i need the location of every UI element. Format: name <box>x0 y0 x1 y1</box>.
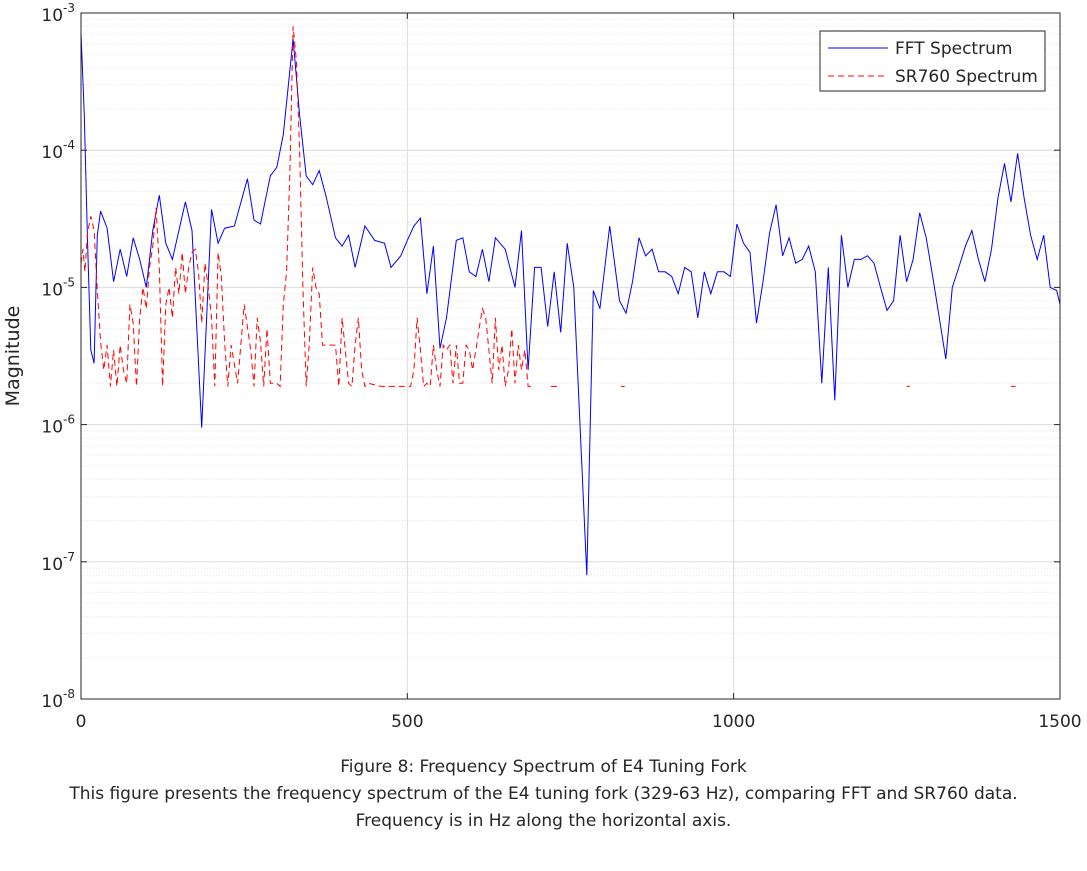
y-tick-label: 10-6 <box>41 413 75 438</box>
y-tick-label: 10-4 <box>41 138 75 163</box>
series-line-2 <box>80 26 532 388</box>
legend-label: SR760 Spectrum <box>895 67 1038 87</box>
legend-box <box>819 30 1046 92</box>
y-tick-label: 10-3 <box>41 1 75 26</box>
y-tick-label: 10-7 <box>41 550 75 575</box>
legend: FFT Spectrum SR760 Spectrum <box>819 30 1046 92</box>
y-axis-title: Magnitude <box>2 306 24 407</box>
major-gridlines <box>80 12 1061 700</box>
caption-title: Figure 8: Frequency Spectrum of E4 Tunin… <box>340 757 747 777</box>
spectrum-chart: 0 500 1000 1500 10-8 10-7 10-6 10-5 10-4 10-3 Ma… <box>2 1 1082 732</box>
caption-description: This figure presents the frequency spect… <box>69 784 1018 804</box>
series-line-1 <box>80 32 1061 576</box>
plot-lines <box>80 26 1061 576</box>
x-tick-labels: 0 500 1000 1500 <box>76 13 1082 732</box>
y-tick-label: 10-5 <box>41 275 75 300</box>
x-tick-label: 0 <box>76 712 87 732</box>
legend-label: FFT Spectrum <box>895 39 1012 59</box>
x-tick-label: 500 <box>391 712 423 732</box>
caption-axis-note: Frequency is in Hz along the horizontal … <box>355 811 732 831</box>
y-tick-label: 10-8 <box>41 687 75 712</box>
x-tick-label: 1000 <box>712 712 755 732</box>
y-tick-labels: 10-8 10-7 10-6 10-5 10-4 10-3 <box>41 1 1060 712</box>
minor-gridlines <box>81 18 1060 659</box>
figure-caption: Figure 8: Frequency Spectrum of E4 Tunin… <box>0 754 1087 835</box>
x-tick-label: 1500 <box>1038 712 1081 732</box>
plot-frame <box>80 12 1061 700</box>
